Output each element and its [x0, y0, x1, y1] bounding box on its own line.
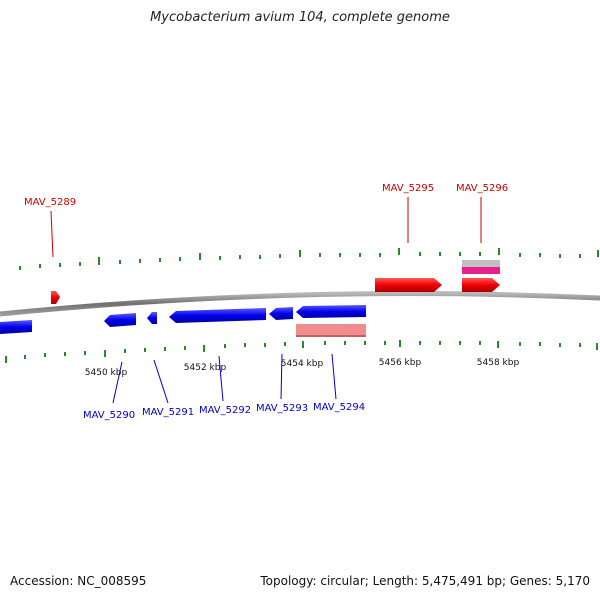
tick-label-5452: 5452 kbp	[184, 363, 227, 373]
rna-feature-grey[interactable]	[462, 260, 500, 267]
gene-label-mav-5295[interactable]: MAV_5295	[382, 183, 434, 194]
gene-label-mav-5294[interactable]: MAV_5294	[313, 402, 365, 413]
pseudogene-pink-shadow	[296, 335, 366, 337]
leader-mav-5290	[112, 361, 123, 404]
leader-mav-5293	[280, 353, 283, 400]
gene-mav-5290[interactable]	[104, 313, 136, 327]
tick-label-5458: 5458 kbp	[477, 358, 520, 368]
gene-label-mav-5290[interactable]: MAV_5290	[83, 410, 135, 421]
genome-title: Mycobacterium avium 104, complete genome	[150, 10, 450, 25]
tick-label-5456: 5456 kbp	[379, 358, 422, 368]
gene-label-mav-5293[interactable]: MAV_5293	[256, 403, 308, 414]
leader-mav-5292	[218, 355, 224, 402]
gene-mav-5296[interactable]	[462, 278, 500, 292]
leader-mav-5291	[153, 359, 169, 404]
gene-mav-5289[interactable]	[51, 291, 60, 304]
gene-label-mav-5289[interactable]: MAV_5289	[24, 197, 76, 208]
gene-label-mav-5291[interactable]: MAV_5291	[142, 407, 194, 418]
gene-label-mav-5296[interactable]: MAV_5296	[456, 183, 508, 194]
leader-mav-5289	[50, 210, 54, 258]
rna-feature-magenta[interactable]	[462, 267, 500, 274]
tick-label-5454: 5454 kbp	[281, 359, 324, 369]
gene-mav-5294[interactable]	[296, 305, 366, 318]
topology-text: Topology: circular; Length: 5,475,491 bp…	[260, 574, 590, 588]
inner-tick-row	[5, 340, 598, 363]
genome-backbone	[0, 291, 600, 317]
leader-mav-5294	[331, 353, 337, 400]
accession-text: Accession: NC_008595	[10, 574, 147, 588]
gene-label-mav-5292[interactable]: MAV_5292	[199, 405, 251, 416]
outer-tick-row	[19, 248, 599, 270]
gene-mav-5293[interactable]	[269, 307, 293, 320]
gene-partial-left[interactable]	[0, 320, 32, 334]
tick-label-5450: 5450 kbp	[85, 368, 128, 378]
gene-mav-5295[interactable]	[375, 278, 442, 292]
gene-mav-5291[interactable]	[147, 312, 157, 324]
gene-mav-5292[interactable]	[169, 308, 266, 323]
pseudogene-pink[interactable]	[296, 324, 366, 337]
